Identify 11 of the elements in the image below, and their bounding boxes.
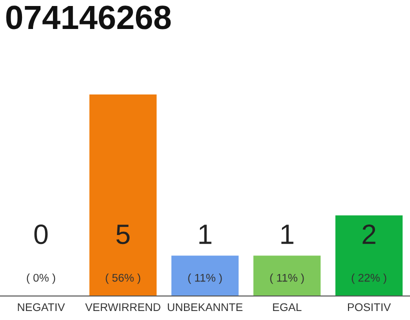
chart-title: 074146268 [6, 6, 171, 30]
data-label: 1 ( 11% ) [188, 224, 222, 284]
data-label: 1 ( 11% ) [270, 224, 304, 284]
data-label: 5 ( 56% ) [106, 224, 140, 284]
x-tick-label: UNBEKANNTE [168, 303, 242, 312]
x-tick-label: POSITIV [348, 303, 391, 312]
data-label: 2 ( 22% ) [352, 224, 386, 284]
x-tick-label: EGAL [273, 303, 302, 312]
data-label: 0 ( 0% ) [26, 224, 56, 284]
x-tick-label: VERWIRREND [85, 303, 160, 311]
x-tick-label: NEGATIV [18, 303, 65, 312]
